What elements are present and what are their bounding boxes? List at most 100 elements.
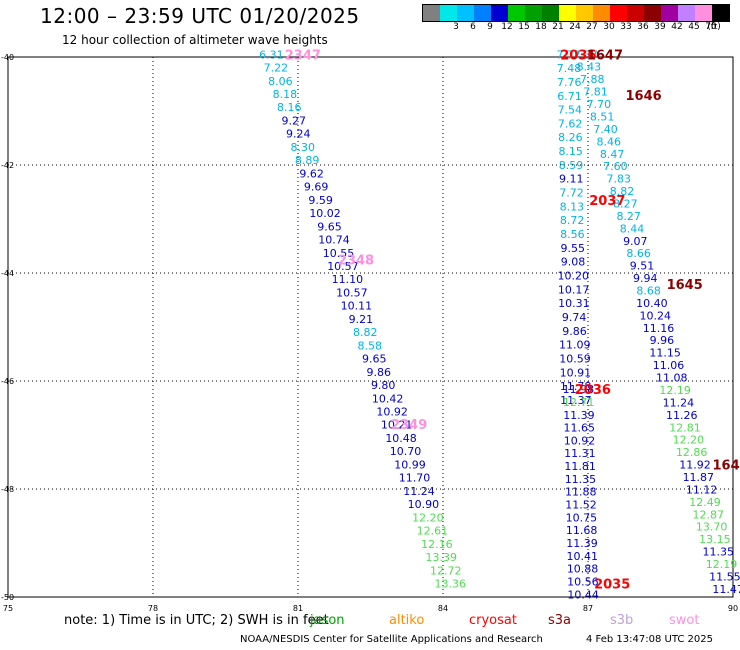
wave-height-value: 9.86 — [366, 366, 391, 379]
satellite-label-jason: jason — [310, 613, 345, 628]
lat-tick-label: -42 — [1, 161, 14, 170]
wave-height-value: 10.42 — [372, 392, 404, 405]
wave-height-value: 8.46 — [597, 135, 622, 148]
wave-height-value: 10.24 — [639, 309, 671, 322]
lat-tick-label: -44 — [1, 269, 14, 278]
wave-height-value: 12.86 — [676, 446, 708, 459]
legend-label: 45 — [688, 22, 700, 32]
wave-height-value: 11.35 — [702, 546, 734, 559]
wave-height-value: 8.59 — [559, 159, 584, 172]
wave-height-value: 8.18 — [273, 88, 298, 101]
wave-height-value: 10.20 — [558, 269, 590, 282]
legend-swatch — [712, 5, 729, 21]
wave-height-value: 8.15 — [558, 145, 583, 158]
wave-height-value: 7.88 — [580, 73, 605, 86]
legend-swatch — [695, 5, 712, 21]
pass-time-label: 2035 — [594, 578, 630, 593]
wave-height-value: 7.40 — [593, 123, 618, 136]
wave-height-value: 8.16 — [277, 101, 302, 114]
wave-height-value: 7.77 — [556, 48, 581, 61]
wave-height-value: 11.37 — [560, 394, 592, 407]
wave-height-value: 10.48 — [385, 432, 417, 445]
wave-height-value: 9.59 — [308, 194, 333, 207]
wave-height-value: 8.51 — [590, 110, 615, 123]
wave-height-value: 9.69 — [304, 181, 329, 194]
wave-height-value: 13.36 — [435, 578, 467, 591]
lon-tick-label: 75 — [3, 604, 13, 613]
wave-height-value: 7.37 — [573, 48, 598, 61]
wave-height-value: 7.48 — [557, 62, 582, 75]
wave-height-value: 11.35 — [565, 473, 597, 486]
wave-height-value: 8.82 — [610, 185, 635, 198]
wave-height-value: 11.24 — [403, 485, 435, 498]
wave-height-value: 9.74 — [562, 311, 587, 324]
legend-swatch — [661, 5, 678, 21]
wave-height-value: 9.80 — [371, 379, 396, 392]
wave-height-value: 11.47 — [712, 583, 740, 596]
wave-height-value: 12.19 — [706, 558, 738, 571]
lon-tick-label: 81 — [293, 604, 303, 613]
wave-height-value: 11.92 — [679, 459, 711, 472]
pass-time-label: 2037 — [589, 194, 625, 209]
wave-height-value: 10.59 — [559, 352, 591, 365]
wave-height-value: 11.16 — [643, 322, 675, 335]
wave-height-value: 11.24 — [663, 396, 695, 409]
wave-height-value: 8.82 — [353, 326, 378, 339]
wave-height-value: 7.60 — [603, 160, 628, 173]
wave-height-value: 9.51 — [630, 260, 655, 273]
wave-height-value: 8.56 — [560, 228, 585, 241]
wave-height-value: 11.68 — [566, 524, 598, 537]
legend-swatch — [678, 5, 695, 21]
wave-height-value: 6.71 — [557, 90, 582, 103]
legend-label: 3 — [453, 22, 459, 32]
lon-tick-label: 87 — [583, 604, 593, 613]
wave-height-value: 11.52 — [565, 499, 597, 512]
wave-height-value: 9.21 — [349, 313, 374, 326]
wave-height-value: 12.87 — [693, 508, 725, 521]
satellite-label-s3a: s3a — [548, 613, 572, 628]
legend-label: 42 — [671, 22, 683, 32]
wave-height-value: 7.81 — [583, 86, 608, 99]
wave-height-value: 10.31 — [558, 297, 590, 310]
legend-label: 15 — [518, 22, 530, 32]
legend-swatch — [525, 5, 542, 21]
wave-height-value: 13.15 — [699, 533, 731, 546]
legend-label: 9 — [487, 22, 493, 32]
legend-swatch — [576, 5, 593, 21]
legend-label: 33 — [620, 22, 632, 32]
wave-height-value: 8.47 — [600, 148, 625, 161]
wave-height-value: 10.70 — [390, 445, 422, 458]
wave-height-value: 12.20 — [673, 434, 705, 447]
legend-label: 36 — [637, 22, 649, 32]
wave-height-value: 8.27 — [613, 197, 638, 210]
wave-height-value: 11.15 — [649, 347, 681, 360]
wave-height-value: 11.87 — [683, 471, 715, 484]
satellite-label-swot: swot — [669, 613, 700, 628]
wave-height-value: 12.71 — [563, 396, 595, 409]
legend-label: 39 — [654, 22, 666, 32]
wave-height-value: 7.83 — [606, 173, 631, 186]
pass-time-label: 1646 — [625, 89, 661, 104]
wave-height-value: 8.06 — [268, 75, 293, 88]
wave-height-value: 8.89 — [295, 154, 320, 167]
wave-height-value: 7.22 — [264, 62, 289, 75]
wave-height-value: 12.61 — [417, 525, 449, 538]
legend-unit: (ft) — [707, 22, 721, 32]
wave-height-value: 10.17 — [558, 283, 590, 296]
wave-height-value: 9.65 — [317, 220, 342, 233]
wave-height-value: 9.11 — [559, 173, 584, 186]
color-legend — [422, 4, 730, 22]
wave-height-value: 11.98 — [563, 383, 595, 396]
legend-swatch — [559, 5, 576, 21]
wave-height-value: 9.27 — [282, 114, 307, 127]
legend-label: 6 — [470, 22, 476, 32]
wave-height-value: 8.58 — [358, 339, 383, 352]
pass-time-label: 2348 — [338, 254, 374, 269]
legend-label: 12 — [501, 22, 513, 32]
wave-height-value: 11.81 — [564, 460, 596, 473]
wave-height-value: 8.30 — [290, 141, 315, 154]
legend-swatch — [593, 5, 610, 21]
wave-height-value: 8.27 — [616, 210, 641, 223]
lat-tick-label: -48 — [1, 485, 14, 494]
wave-height-value: 10.11 — [341, 300, 373, 313]
